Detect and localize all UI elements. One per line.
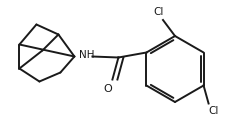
Text: Cl: Cl [208,106,219,116]
Text: Cl: Cl [154,7,164,17]
Text: O: O [103,85,112,95]
Text: NH: NH [79,51,94,61]
